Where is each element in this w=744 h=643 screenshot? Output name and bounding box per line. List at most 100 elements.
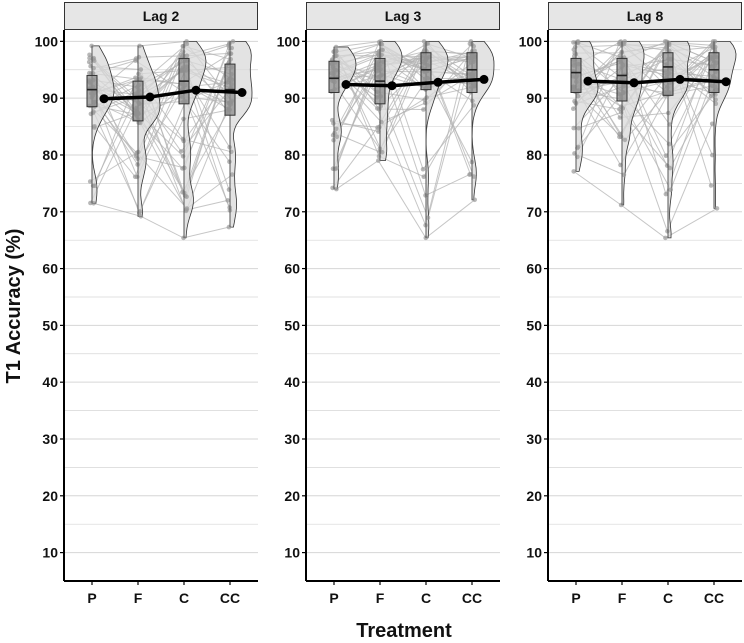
y-tick-label: 30 bbox=[42, 431, 58, 447]
box-iqr bbox=[708, 52, 720, 93]
participant-line bbox=[576, 64, 712, 158]
data-point bbox=[379, 149, 385, 155]
data-point bbox=[184, 41, 190, 47]
data-point bbox=[422, 46, 428, 52]
y-tick-label: 100 bbox=[277, 33, 301, 49]
data-point bbox=[334, 134, 340, 140]
data-point bbox=[226, 51, 232, 56]
participant-lines bbox=[572, 40, 718, 239]
y-tick-label: 30 bbox=[284, 431, 300, 447]
data-point bbox=[178, 149, 184, 154]
panel-title: Lag 2 bbox=[143, 8, 180, 24]
participant-line bbox=[93, 202, 230, 239]
data-point bbox=[467, 172, 472, 177]
participant-line bbox=[336, 55, 470, 197]
panel-strip bbox=[64, 2, 258, 30]
data-point bbox=[425, 41, 431, 46]
x-tick-label: F bbox=[134, 590, 143, 606]
y-tick-label: 50 bbox=[526, 317, 542, 333]
data-point bbox=[182, 193, 188, 198]
y-tick-label: 60 bbox=[526, 261, 542, 277]
data-point bbox=[421, 174, 427, 179]
y-tick-label: 90 bbox=[42, 90, 58, 106]
participant-line bbox=[92, 45, 229, 187]
participant-line bbox=[574, 41, 714, 92]
boxplot-cc bbox=[466, 41, 478, 200]
participant-line bbox=[573, 51, 716, 129]
participant-line bbox=[89, 105, 233, 210]
data-point bbox=[138, 67, 144, 72]
x-tick-label: C bbox=[179, 590, 189, 606]
y-tick-label: 40 bbox=[42, 374, 58, 390]
participant-line bbox=[88, 80, 230, 215]
data-point bbox=[87, 55, 92, 61]
data-point bbox=[138, 120, 143, 126]
participant-line bbox=[577, 41, 712, 145]
participant-line bbox=[335, 50, 476, 178]
data-point bbox=[711, 40, 716, 46]
y-tick-label: 40 bbox=[526, 374, 542, 390]
mean-point bbox=[675, 74, 685, 84]
data-point bbox=[666, 141, 672, 147]
data-point bbox=[622, 137, 628, 143]
x-tick-label: P bbox=[571, 590, 580, 606]
data-point bbox=[708, 183, 714, 188]
x-tick-label: P bbox=[87, 590, 96, 606]
data-point bbox=[710, 152, 715, 158]
data-point bbox=[334, 48, 339, 54]
mean-series bbox=[583, 74, 731, 88]
y-tick-label: 100 bbox=[35, 33, 59, 49]
panel-strip bbox=[306, 2, 500, 30]
data-point bbox=[137, 209, 143, 214]
data-point bbox=[136, 54, 142, 60]
data-point bbox=[227, 159, 232, 164]
x-tick-label: F bbox=[618, 590, 627, 606]
data-point bbox=[334, 186, 339, 192]
box-iqr bbox=[466, 52, 478, 93]
data-point bbox=[89, 43, 94, 49]
y-tick-label: 20 bbox=[284, 488, 300, 504]
data-point bbox=[713, 101, 719, 106]
data-point bbox=[226, 187, 232, 192]
data-point bbox=[137, 77, 143, 82]
participant-line bbox=[91, 42, 231, 169]
data-point bbox=[88, 111, 94, 117]
participant-line bbox=[336, 40, 471, 48]
data-point bbox=[376, 153, 382, 159]
data-point bbox=[710, 45, 716, 50]
data-point bbox=[663, 191, 669, 197]
participant-line bbox=[575, 44, 717, 80]
data-point bbox=[420, 166, 426, 172]
y-tick-label: 80 bbox=[42, 147, 58, 163]
y-axis-title: T1 Accuracy (%) bbox=[3, 229, 25, 384]
mean-line bbox=[587, 77, 727, 85]
boxplot-c bbox=[662, 41, 674, 238]
participant-line bbox=[94, 43, 233, 108]
participant-line bbox=[94, 66, 231, 211]
participant-line bbox=[91, 40, 233, 47]
data-point bbox=[472, 197, 478, 203]
data-point bbox=[184, 53, 190, 58]
mean-point bbox=[341, 80, 351, 89]
data-point bbox=[331, 121, 336, 126]
x-tick-label: CC bbox=[704, 590, 724, 606]
boxplot-f bbox=[616, 41, 628, 205]
mean-point bbox=[191, 85, 201, 95]
data-point bbox=[571, 40, 576, 45]
data-point bbox=[87, 52, 92, 58]
participant-line bbox=[92, 54, 230, 190]
data-point bbox=[86, 59, 92, 65]
boxplot-p bbox=[328, 47, 340, 190]
participant-line bbox=[89, 69, 231, 148]
participant-line bbox=[577, 42, 714, 126]
mean-point bbox=[629, 78, 639, 88]
data-point bbox=[333, 44, 339, 50]
data-point bbox=[226, 224, 232, 230]
boxplot-p bbox=[86, 45, 98, 204]
y-tick-label: 40 bbox=[284, 374, 300, 390]
participant-line bbox=[92, 52, 230, 96]
participant-line bbox=[575, 49, 716, 105]
data-point bbox=[665, 229, 670, 234]
